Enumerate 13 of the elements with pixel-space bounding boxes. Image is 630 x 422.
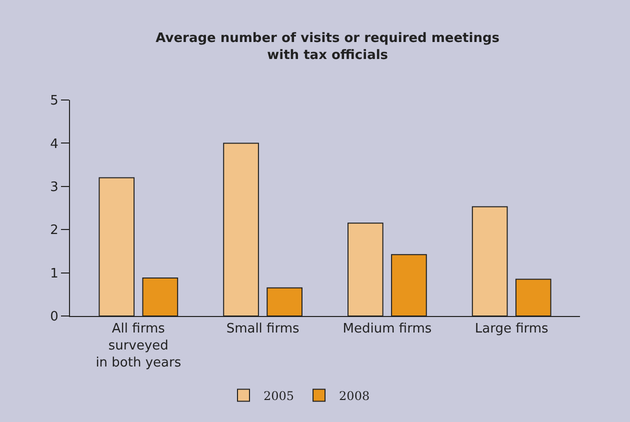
y-tick-label: 4: [50, 136, 58, 152]
y-tick-label: 1: [50, 266, 58, 282]
y-tick-label: 3: [50, 180, 58, 195]
x-tick-label: Small firms: [226, 322, 300, 337]
y-tick-label: 0: [50, 310, 58, 325]
chart-title: Average number of visits or required meetings with tax officials: [156, 31, 500, 64]
y-tick-label: 5: [50, 94, 58, 109]
legend-label: 2008: [339, 388, 370, 403]
legend-label: 2005: [264, 388, 294, 403]
x-tick-label: Large firms: [474, 322, 549, 337]
y-tick-label: 2: [50, 223, 58, 238]
x-tick-label: Medium firms: [342, 322, 432, 337]
x-tick-label: All firms surveyed in both years: [96, 322, 182, 370]
